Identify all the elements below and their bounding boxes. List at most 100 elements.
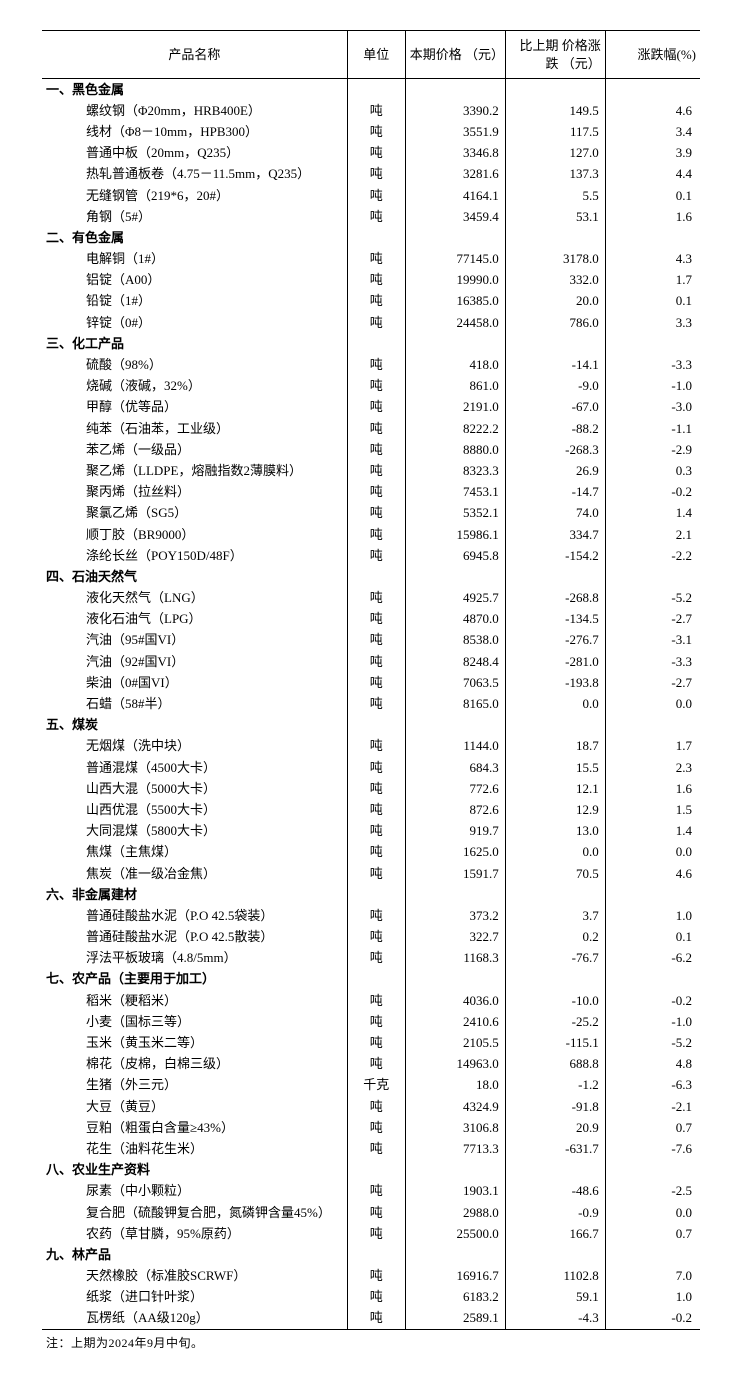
cell-change: 12.1 — [505, 778, 605, 799]
cell-pct: 1.7 — [605, 736, 700, 757]
cell-change — [505, 566, 605, 587]
table-row: 天然橡胶（标准胶SCRWF）吨16916.71102.87.0 — [42, 1266, 700, 1287]
cell-name: 汽油（92#国VI） — [42, 651, 347, 672]
table-row: 聚乙烯（LLDPE，熔融指数2薄膜料）吨8323.326.90.3 — [42, 460, 700, 481]
cell-change: -0.9 — [505, 1202, 605, 1223]
cell-price — [405, 1244, 505, 1265]
cell-price: 1168.3 — [405, 948, 505, 969]
cell-pct: 1.7 — [605, 270, 700, 291]
cell-name: 液化天然气（LNG） — [42, 588, 347, 609]
cell-name: 铝锭（A00） — [42, 270, 347, 291]
cell-change: 5.5 — [505, 185, 605, 206]
cell-price: 8323.3 — [405, 460, 505, 481]
cell-price — [405, 715, 505, 736]
cell-change: -281.0 — [505, 651, 605, 672]
cell-change: 166.7 — [505, 1223, 605, 1244]
cell-change: 3.7 — [505, 905, 605, 926]
table-row: 聚氯乙烯（SG5）吨5352.174.01.4 — [42, 503, 700, 524]
table-header-row: 产品名称 单位 本期价格 （元） 比上期 价格涨跌 （元） 涨跌幅(%) — [42, 31, 700, 79]
table-row: 山西优混（5500大卡）吨872.612.91.5 — [42, 799, 700, 820]
cell-unit: 吨 — [347, 439, 405, 460]
cell-unit: 吨 — [347, 1138, 405, 1159]
cell-price: 4324.9 — [405, 1096, 505, 1117]
cell-price: 3459.4 — [405, 206, 505, 227]
cell-pct — [605, 79, 700, 101]
cell-unit: 吨 — [347, 1308, 405, 1330]
cell-name: 聚氯乙烯（SG5） — [42, 503, 347, 524]
cell-pct — [605, 566, 700, 587]
cell-pct: 4.3 — [605, 249, 700, 270]
cell-name: 硫酸（98%） — [42, 355, 347, 376]
cell-pct: 1.0 — [605, 905, 700, 926]
table-row: 铅锭（1#）吨16385.020.00.1 — [42, 291, 700, 312]
cell-unit: 吨 — [347, 460, 405, 481]
cell-unit: 吨 — [347, 1117, 405, 1138]
cell-price: 6945.8 — [405, 545, 505, 566]
cell-price: 8222.2 — [405, 418, 505, 439]
cell-unit — [347, 969, 405, 990]
table-row: 焦炭（准一级冶金焦）吨1591.770.54.6 — [42, 863, 700, 884]
cell-pct: 1.4 — [605, 821, 700, 842]
cell-change: 3178.0 — [505, 249, 605, 270]
cell-price: 77145.0 — [405, 249, 505, 270]
cell-change: 74.0 — [505, 503, 605, 524]
cell-name: 八、农业生产资料 — [42, 1160, 347, 1181]
cell-name: 液化石油气（LPG） — [42, 609, 347, 630]
cell-name: 热轧普通板卷（4.75－11.5mm，Q235） — [42, 164, 347, 185]
cell-unit: 吨 — [347, 545, 405, 566]
cell-unit: 吨 — [347, 1011, 405, 1032]
cell-change: -154.2 — [505, 545, 605, 566]
cell-unit — [347, 566, 405, 587]
cell-change: 70.5 — [505, 863, 605, 884]
cell-price: 3106.8 — [405, 1117, 505, 1138]
cell-price: 1625.0 — [405, 842, 505, 863]
cell-price: 1144.0 — [405, 736, 505, 757]
cell-price: 5352.1 — [405, 503, 505, 524]
cell-name: 焦煤（主焦煤） — [42, 842, 347, 863]
cell-name: 稻米（粳稻米） — [42, 990, 347, 1011]
table-row: 涤纶长丝（POY150D/48F）吨6945.8-154.2-2.2 — [42, 545, 700, 566]
cell-name: 复合肥（硫酸钾复合肥，氮磷钾含量45%） — [42, 1202, 347, 1223]
table-row: 无缝钢管（219*6，20#）吨4164.15.50.1 — [42, 185, 700, 206]
cell-change: 127.0 — [505, 143, 605, 164]
cell-name: 生猪（外三元） — [42, 1075, 347, 1096]
cell-change: -48.6 — [505, 1181, 605, 1202]
cell-price: 418.0 — [405, 355, 505, 376]
cell-change: 786.0 — [505, 312, 605, 333]
cell-pct: 3.9 — [605, 143, 700, 164]
cell-name: 柴油（0#国VI） — [42, 672, 347, 693]
cell-change: 137.3 — [505, 164, 605, 185]
cell-change — [505, 715, 605, 736]
cell-unit: 吨 — [347, 1181, 405, 1202]
table-row: 顺丁胶（BR9000）吨15986.1334.72.1 — [42, 524, 700, 545]
cell-name: 大同混煤（5800大卡） — [42, 821, 347, 842]
cell-pct: 1.6 — [605, 206, 700, 227]
cell-pct: -1.0 — [605, 376, 700, 397]
cell-change: -268.3 — [505, 439, 605, 460]
cell-price: 2191.0 — [405, 397, 505, 418]
cell-unit: 吨 — [347, 397, 405, 418]
cell-name: 花生（油料花生米） — [42, 1138, 347, 1159]
cell-pct: 7.0 — [605, 1266, 700, 1287]
section-row: 七、农产品（主要用于加工） — [42, 969, 700, 990]
cell-name: 顺丁胶（BR9000） — [42, 524, 347, 545]
cell-pct: -2.7 — [605, 672, 700, 693]
table-row: 普通硅酸盐水泥（P.O 42.5散装）吨322.70.20.1 — [42, 927, 700, 948]
table-row: 瓦楞纸（AA级120g）吨2589.1-4.3-0.2 — [42, 1308, 700, 1330]
cell-pct: -2.7 — [605, 609, 700, 630]
cell-pct: -0.2 — [605, 482, 700, 503]
cell-price: 861.0 — [405, 376, 505, 397]
cell-unit: 吨 — [347, 799, 405, 820]
cell-price: 3346.8 — [405, 143, 505, 164]
header-product-name: 产品名称 — [42, 31, 347, 79]
table-row: 生猪（外三元）千克18.0-1.2-6.3 — [42, 1075, 700, 1096]
cell-name: 棉花（皮棉，白棉三级） — [42, 1054, 347, 1075]
cell-price: 25500.0 — [405, 1223, 505, 1244]
cell-price: 772.6 — [405, 778, 505, 799]
header-price: 本期价格 （元） — [405, 31, 505, 79]
cell-unit: 吨 — [347, 143, 405, 164]
cell-unit: 吨 — [347, 376, 405, 397]
cell-change: -14.7 — [505, 482, 605, 503]
cell-unit: 吨 — [347, 312, 405, 333]
cell-change — [505, 969, 605, 990]
